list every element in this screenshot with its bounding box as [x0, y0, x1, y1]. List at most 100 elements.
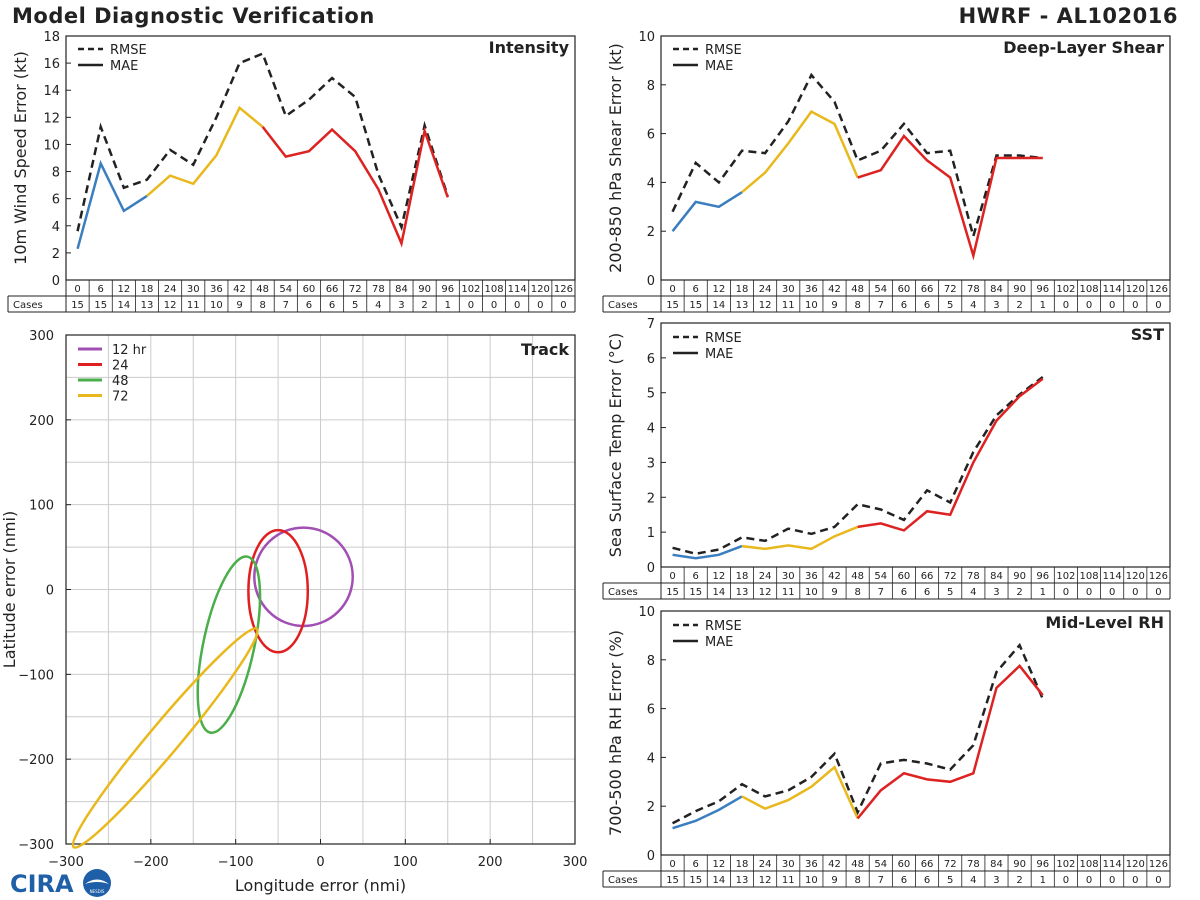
- hour-label: 24: [759, 571, 772, 582]
- cases-row-label: Cases: [608, 587, 638, 598]
- cases-value: 0: [1132, 300, 1138, 311]
- hour-label: 108: [1079, 571, 1098, 582]
- mae-line-mid: [741, 765, 859, 819]
- legend-label: 72: [112, 390, 129, 405]
- mae-line-late: [856, 664, 1044, 820]
- y-tick-label: 8: [52, 166, 60, 181]
- hour-label: 96: [1036, 859, 1049, 870]
- hour-label: 84: [395, 284, 408, 295]
- hour-label: 12: [712, 284, 725, 295]
- hour-label: 114: [1103, 571, 1122, 582]
- hour-label: 30: [782, 284, 795, 295]
- hour-label: 42: [828, 284, 841, 295]
- y-tick-label: 5: [647, 387, 655, 402]
- cases-value: 12: [759, 300, 772, 311]
- hour-label: 96: [1036, 571, 1049, 582]
- y-tick-label: 2: [647, 800, 655, 815]
- plot-frame: [65, 35, 576, 281]
- hour-label: 78: [372, 284, 385, 295]
- legend-label: 24: [112, 359, 129, 374]
- cases-value: 2: [1016, 587, 1022, 598]
- cases-value: 0: [1109, 300, 1115, 311]
- cases-value: 2: [421, 300, 427, 311]
- cases-value: 14: [712, 587, 725, 598]
- cases-value: 0: [560, 300, 566, 311]
- hour-label: 126: [1149, 284, 1168, 295]
- cases-value: 6: [901, 587, 907, 598]
- cases-value: 6: [329, 300, 335, 311]
- hour-label: 12: [712, 571, 725, 582]
- cases-value: 15: [666, 300, 679, 311]
- hour-label: 108: [1079, 859, 1098, 870]
- cases-value: 6: [924, 587, 930, 598]
- y-tick-label: 18: [43, 30, 60, 45]
- mae-line-mid: [146, 105, 264, 197]
- mae-line-mid: [741, 110, 859, 194]
- cases-value: 3: [993, 587, 999, 598]
- cases-value: 13: [736, 875, 749, 886]
- legend-rmse-label: RMSE: [705, 43, 742, 58]
- legend-mae-label: MAE: [705, 347, 733, 362]
- x-tick-label: 100: [393, 855, 418, 870]
- storm-id-title: HWRF - AL102016: [958, 4, 1178, 28]
- error-ellipse: [196, 555, 262, 735]
- hour-label: 108: [1079, 284, 1098, 295]
- y-tick-label: −100: [18, 668, 54, 683]
- rmse-line: [671, 72, 1043, 241]
- hour-label: 0: [669, 571, 675, 582]
- cira-logo: CIRA NESDIS: [10, 869, 111, 898]
- y-tick-label: 2: [52, 247, 60, 262]
- hour-label: 12: [712, 859, 725, 870]
- hour-label: 90: [1013, 571, 1026, 582]
- hour-label: 66: [326, 284, 339, 295]
- cases-value: 11: [782, 587, 795, 598]
- mae-line-mid: [741, 525, 859, 551]
- cases-value: 15: [689, 300, 702, 311]
- logo-text: CIRA: [10, 870, 74, 898]
- cases-value: 0: [1155, 300, 1161, 311]
- hour-label: 66: [921, 571, 934, 582]
- cases-value: 10: [805, 300, 818, 311]
- cases-value: 2: [1016, 300, 1022, 311]
- hour-label: 6: [693, 859, 699, 870]
- rmse-line: [76, 51, 449, 232]
- hour-label: 120: [1126, 284, 1145, 295]
- cases-value: 4: [970, 875, 976, 886]
- cases-value: 0: [1132, 875, 1138, 886]
- cases-value: 7: [878, 300, 884, 311]
- cases-value: 5: [947, 587, 953, 598]
- hour-label: 48: [256, 284, 269, 295]
- y-tick-label: 2: [647, 491, 655, 506]
- y-tick-label: 300: [29, 329, 54, 344]
- x-tick-label: −300: [48, 855, 84, 870]
- cases-value: 15: [689, 587, 702, 598]
- hour-label: 48: [851, 284, 864, 295]
- panel-title: SST: [1131, 325, 1164, 344]
- hour-label: 84: [990, 859, 1003, 870]
- cases-value: 0: [1063, 587, 1069, 598]
- hour-label: 60: [898, 571, 911, 582]
- cases-value: 8: [854, 300, 860, 311]
- panel-title: Mid-Level RH: [1045, 613, 1164, 632]
- hour-label: 90: [418, 284, 431, 295]
- y-tick-label: 0: [647, 849, 655, 864]
- hour-label: 30: [782, 859, 795, 870]
- hour-label: 72: [349, 284, 362, 295]
- y-tick-label: 1: [647, 526, 655, 541]
- hour-label: 84: [990, 284, 1003, 295]
- cases-value: 6: [901, 300, 907, 311]
- hour-label: 18: [736, 859, 749, 870]
- cases-value: 0: [1086, 587, 1092, 598]
- mae-line-late: [857, 134, 1043, 261]
- cases-value: 6: [901, 875, 907, 886]
- hour-label: 72: [944, 859, 957, 870]
- hour-label: 24: [164, 284, 177, 295]
- hour-label: 6: [693, 284, 699, 295]
- hour-label: 36: [210, 284, 223, 295]
- legend-rmse-label: RMSE: [705, 331, 742, 346]
- hour-label: 90: [1013, 284, 1026, 295]
- cases-value: 12: [759, 587, 772, 598]
- cases-value: 0: [1086, 875, 1092, 886]
- cases-value: 0: [1155, 875, 1161, 886]
